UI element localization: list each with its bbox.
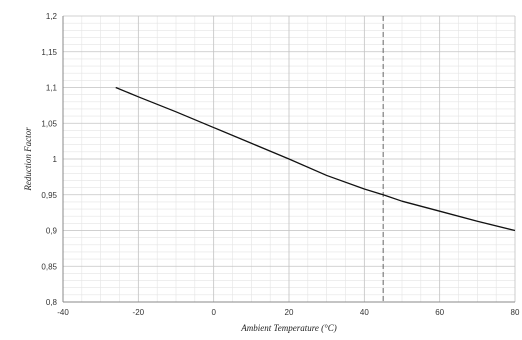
series-group — [115, 86, 516, 232]
y-tick-label: 1,1 — [46, 84, 58, 93]
x-tick-label: 80 — [511, 308, 520, 317]
y-tick-label: 0,95 — [41, 191, 57, 200]
y-tick-label: 1 — [53, 155, 58, 164]
y-tick-labels: 0,8 0,85 0,9 0,95 1 1,05 1,1 1,15 1,2 — [41, 12, 57, 307]
x-tick-label: 0 — [211, 308, 216, 317]
y-tick-label: 0,9 — [46, 227, 58, 236]
major-grid — [62, 15, 516, 303]
series-line-1 — [115, 86, 516, 232]
x-tick-label: 60 — [435, 308, 444, 317]
y-tick-label: 1,05 — [41, 119, 57, 128]
x-tick-labels: -40 -20 0 20 40 60 80 — [57, 308, 520, 317]
x-tick-label: -40 — [57, 308, 69, 317]
x-axis-title: Ambient Temperature (°C) — [240, 323, 336, 333]
plot-border — [62, 16, 515, 303]
x-tick-label: 20 — [285, 308, 294, 317]
y-tick-label: 0,85 — [41, 262, 57, 271]
y-tick-label: 0,8 — [46, 298, 58, 307]
x-tick-label: 40 — [360, 308, 369, 317]
y-tick-label: 1,15 — [41, 48, 57, 57]
y-axis-title: Reduction Factor — [23, 127, 33, 192]
x-tick-label: -20 — [133, 308, 145, 317]
y-tick-label: 1,2 — [46, 12, 58, 21]
